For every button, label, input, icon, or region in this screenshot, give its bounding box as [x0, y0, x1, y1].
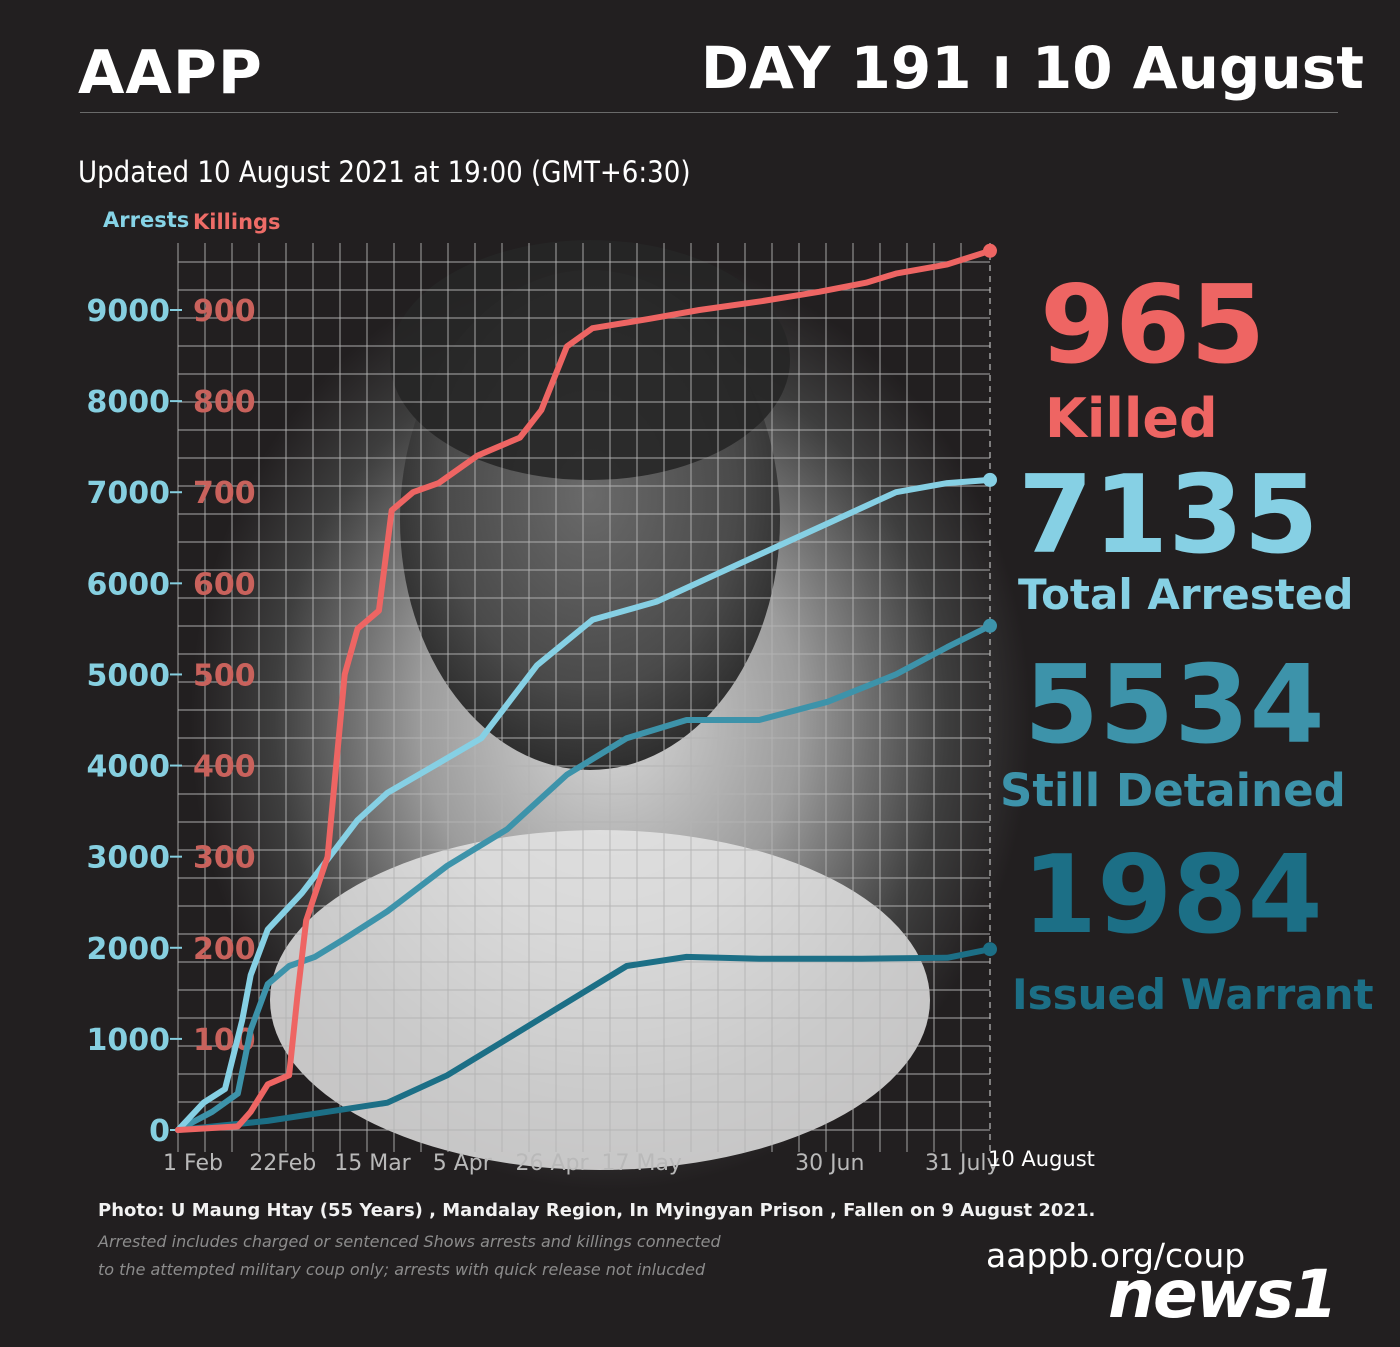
y-left-tick-label: 5000 — [87, 658, 171, 693]
y-right-tick-label: 800 — [193, 385, 256, 420]
killed-count: 965 — [1040, 263, 1266, 388]
series-endpoint-total-arrested — [983, 472, 997, 487]
news1-watermark: news1 — [1108, 1256, 1338, 1333]
y-left-tick-label: 9000 — [87, 294, 171, 329]
warrant-label: Issued Warrant — [1012, 970, 1374, 1019]
y-right-tick-label: 300 — [193, 841, 256, 876]
detained-count: 5534 — [1024, 643, 1325, 768]
y-right-tick-label: 900 — [193, 294, 256, 329]
y-left-tick-label: 2000 — [87, 932, 171, 967]
right-axis-label: Killings — [193, 210, 281, 234]
day-counter: DAY 191 ı 10 August — [700, 34, 1364, 102]
y-left-tick-label: 3000 — [87, 841, 171, 876]
y-right-tick-label: 500 — [193, 658, 256, 693]
portrait-shirt — [270, 830, 930, 1170]
arrested-count: 7135 — [1018, 453, 1319, 578]
photo-caption: Photo: U Maung Htay (55 Years) , Mandala… — [98, 1200, 1096, 1221]
x-tick-label: 5 Apr — [433, 1151, 493, 1176]
series-line-killings — [175, 247, 993, 1133]
series-endpoint-issued-warrant — [983, 942, 997, 957]
x-tick-label: 1 Feb — [163, 1151, 223, 1176]
y-left-tick-label: 6000 — [87, 567, 171, 602]
killed-label: Killed — [1045, 387, 1218, 450]
chart-grid — [177, 243, 991, 1152]
series-line-total-arrested — [175, 476, 993, 1133]
y-left-tick-label: 8000 — [87, 385, 171, 420]
x-tick-label: 31 July — [925, 1151, 1000, 1176]
y-left-tick-label: 4000 — [87, 750, 171, 785]
series-line-issued-warrant — [175, 946, 993, 1133]
x-axis-ticks: 1 Feb 22Feb 15 Mar 5 Apr 26 Apr 17 May 30 Jun 3… — [163, 1147, 1095, 1176]
brand-title: AAPP — [78, 38, 263, 108]
y-right-tick-label: 400 — [193, 750, 256, 785]
x-tick-label: 30 Jun — [795, 1151, 864, 1176]
series-endpoint-killings — [983, 243, 997, 258]
x-tick-label: 10 August — [988, 1147, 1095, 1171]
left-axis-label: Arrests — [103, 208, 190, 232]
x-tick-label: 15 Mar — [334, 1151, 411, 1176]
source-url[interactable]: aappb.org/coup — [986, 1236, 1246, 1275]
series-line-still-detained — [175, 622, 993, 1133]
series-endpoint-still-detained — [983, 618, 997, 633]
header-divider — [80, 112, 1338, 113]
y-left-tick-label: 1000 — [87, 1023, 171, 1058]
series-lines — [175, 243, 997, 1133]
warrant-count: 1984 — [1022, 833, 1323, 958]
y-right-tick-label: 700 — [193, 476, 256, 511]
arrested-label: Total Arrested — [1018, 570, 1354, 619]
y-left-tick-label: 7000 — [87, 476, 171, 511]
x-tick-label: 17 May — [601, 1151, 681, 1176]
footnote-line-1: Arrested includes charged or sentenced S… — [98, 1232, 721, 1251]
portrait-hair — [390, 240, 790, 480]
left-axis-ticks: 0 1000 2000 3000 4000 5000 6000 7000 8000 9000 — [87, 294, 182, 1149]
x-tick-label: 22Feb — [249, 1151, 316, 1176]
detained-label: Still Detained — [1000, 764, 1346, 817]
y-left-tick-label: 0 — [149, 1114, 170, 1149]
y-right-tick-label: 600 — [193, 567, 256, 602]
x-tick-label: 26 Apr — [515, 1151, 589, 1176]
y-right-tick-label: 200 — [193, 932, 256, 967]
updated-timestamp: Updated 10 August 2021 at 19:00 (GMT+6:3… — [78, 155, 691, 189]
footnote-line-2: to the attempted military coup only; arr… — [98, 1260, 706, 1279]
